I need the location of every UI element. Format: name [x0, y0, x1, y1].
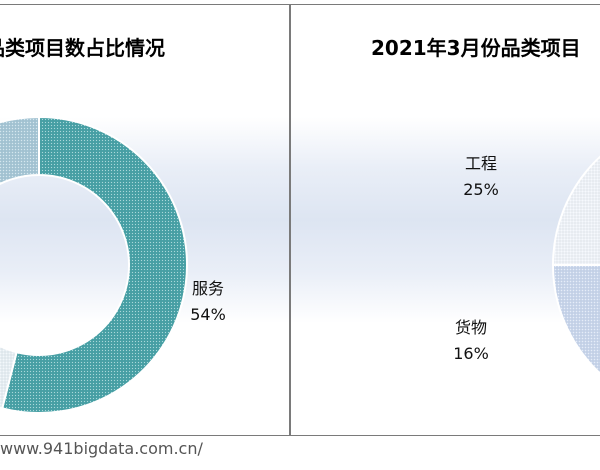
donut-0-slice-0-value: 54%: [190, 305, 226, 324]
donut-0-slice-0-name: 服务: [192, 279, 224, 298]
right-donut-chart: 货物 16% 工程 25%: [453, 154, 600, 375]
donut-1-slice-1-name: 货物: [455, 318, 487, 337]
donut-1-slice-2: [551, 155, 600, 266]
left-chart-panel: 品类项目数占比情况 服务 54%: [0, 4, 290, 436]
right-chart-panel: 2021年3月份品类项目 货物 16% 工程 25%: [290, 4, 600, 436]
left-chart-title: 品类项目数占比情况: [0, 36, 165, 60]
donut-1-slice-1: [551, 264, 600, 375]
source-url: www.941bigdata.com.cn/: [0, 439, 203, 458]
donut-1-slice-2-name: 工程: [465, 154, 497, 173]
donut-0-slice-2: [0, 115, 40, 186]
left-donut-chart: 服务 54%: [0, 115, 226, 414]
right-chart-title: 2021年3月份品类项目: [371, 36, 581, 60]
donut-0-slice-0: [0, 115, 188, 414]
donut-1-slice-2-value: 25%: [463, 180, 499, 199]
donut-0-slice-1: [0, 344, 18, 410]
donut-1-slice-1-value: 16%: [453, 344, 489, 363]
